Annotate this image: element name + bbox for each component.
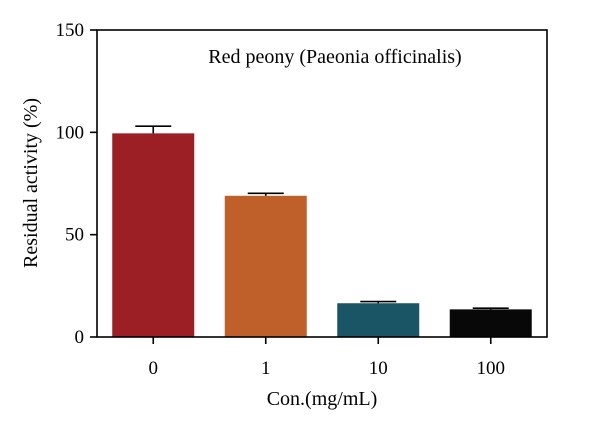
bar-10: [337, 303, 420, 337]
x-tick-label-100: 100: [477, 358, 506, 379]
y-tick-label-150: 150: [56, 20, 85, 41]
chart-title: Red peony (Paeonia officinalis): [208, 46, 461, 68]
y-tick-label-0: 0: [75, 327, 85, 348]
x-tick-label-10: 10: [369, 358, 388, 379]
x-tick-label-1: 1: [261, 358, 271, 379]
y-tick-label-50: 50: [65, 225, 84, 246]
y-tick-label-100: 100: [56, 122, 85, 143]
error-bar-0: [135, 125, 172, 134]
bar-1: [224, 195, 307, 337]
axes: [96, 29, 548, 338]
x-tick-label-0: 0: [149, 358, 159, 379]
bar-100: [449, 309, 532, 337]
error-bar-100: [472, 307, 509, 310]
bar-0: [112, 133, 195, 337]
y-ticks: 0 50 100 150: [56, 20, 97, 348]
x-axis-title: Con.(mg/mL): [267, 388, 378, 410]
error-bar-10: [360, 300, 397, 304]
plot-frame: [96, 29, 548, 338]
x-ticks: 0 1 10 100: [149, 337, 506, 379]
bars-group: [112, 133, 532, 337]
error-bar-1: [247, 192, 284, 196]
error-bars-group: [135, 125, 509, 310]
y-axis-title: Residual activity (%): [20, 98, 42, 268]
